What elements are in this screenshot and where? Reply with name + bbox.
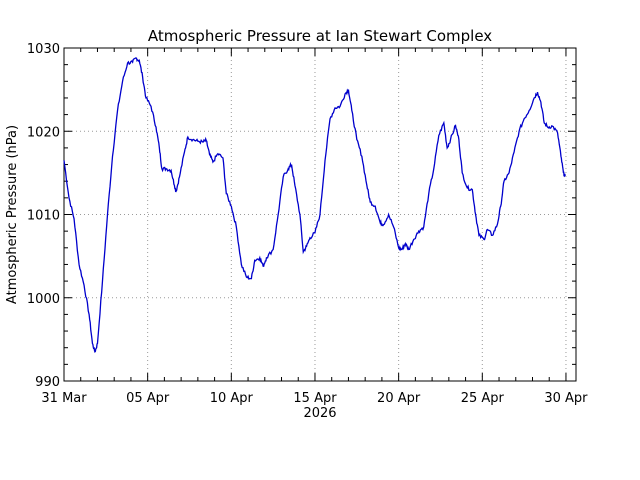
y-tick-label: 990 bbox=[35, 375, 60, 390]
x-tick-labels: 31 Mar 05 Apr 10 Apr 15 Apr 20 Apr 25 Apr 30 A… bbox=[41, 391, 588, 406]
chart-title: Atmospheric Pressure at Ian Stewart Comp… bbox=[148, 27, 492, 45]
y-tick-label: 1000 bbox=[27, 292, 60, 307]
x-tick-label: 31 Mar bbox=[41, 391, 87, 406]
x-tick-label: 10 Apr bbox=[210, 391, 254, 406]
x-tick-label: 15 Apr bbox=[293, 391, 337, 406]
x-tick-label: 25 Apr bbox=[461, 391, 505, 406]
y-tick-labels: 990 1000 1010 1020 1030 bbox=[27, 42, 60, 390]
x-tick-label: 20 Apr bbox=[377, 391, 421, 406]
axis-ticks bbox=[63, 47, 576, 382]
y-axis-label: Atmospheric Pressure (hPa) bbox=[5, 125, 20, 304]
y-tick-label: 1020 bbox=[27, 125, 60, 140]
pressure-series-line bbox=[63, 57, 566, 354]
x-axis-label: 2026 bbox=[303, 406, 336, 421]
x-tick-label: 05 Apr bbox=[126, 391, 170, 406]
x-tick-label: 30 Apr bbox=[544, 391, 588, 406]
y-tick-label: 1010 bbox=[27, 209, 60, 224]
y-tick-label: 1030 bbox=[27, 42, 60, 57]
